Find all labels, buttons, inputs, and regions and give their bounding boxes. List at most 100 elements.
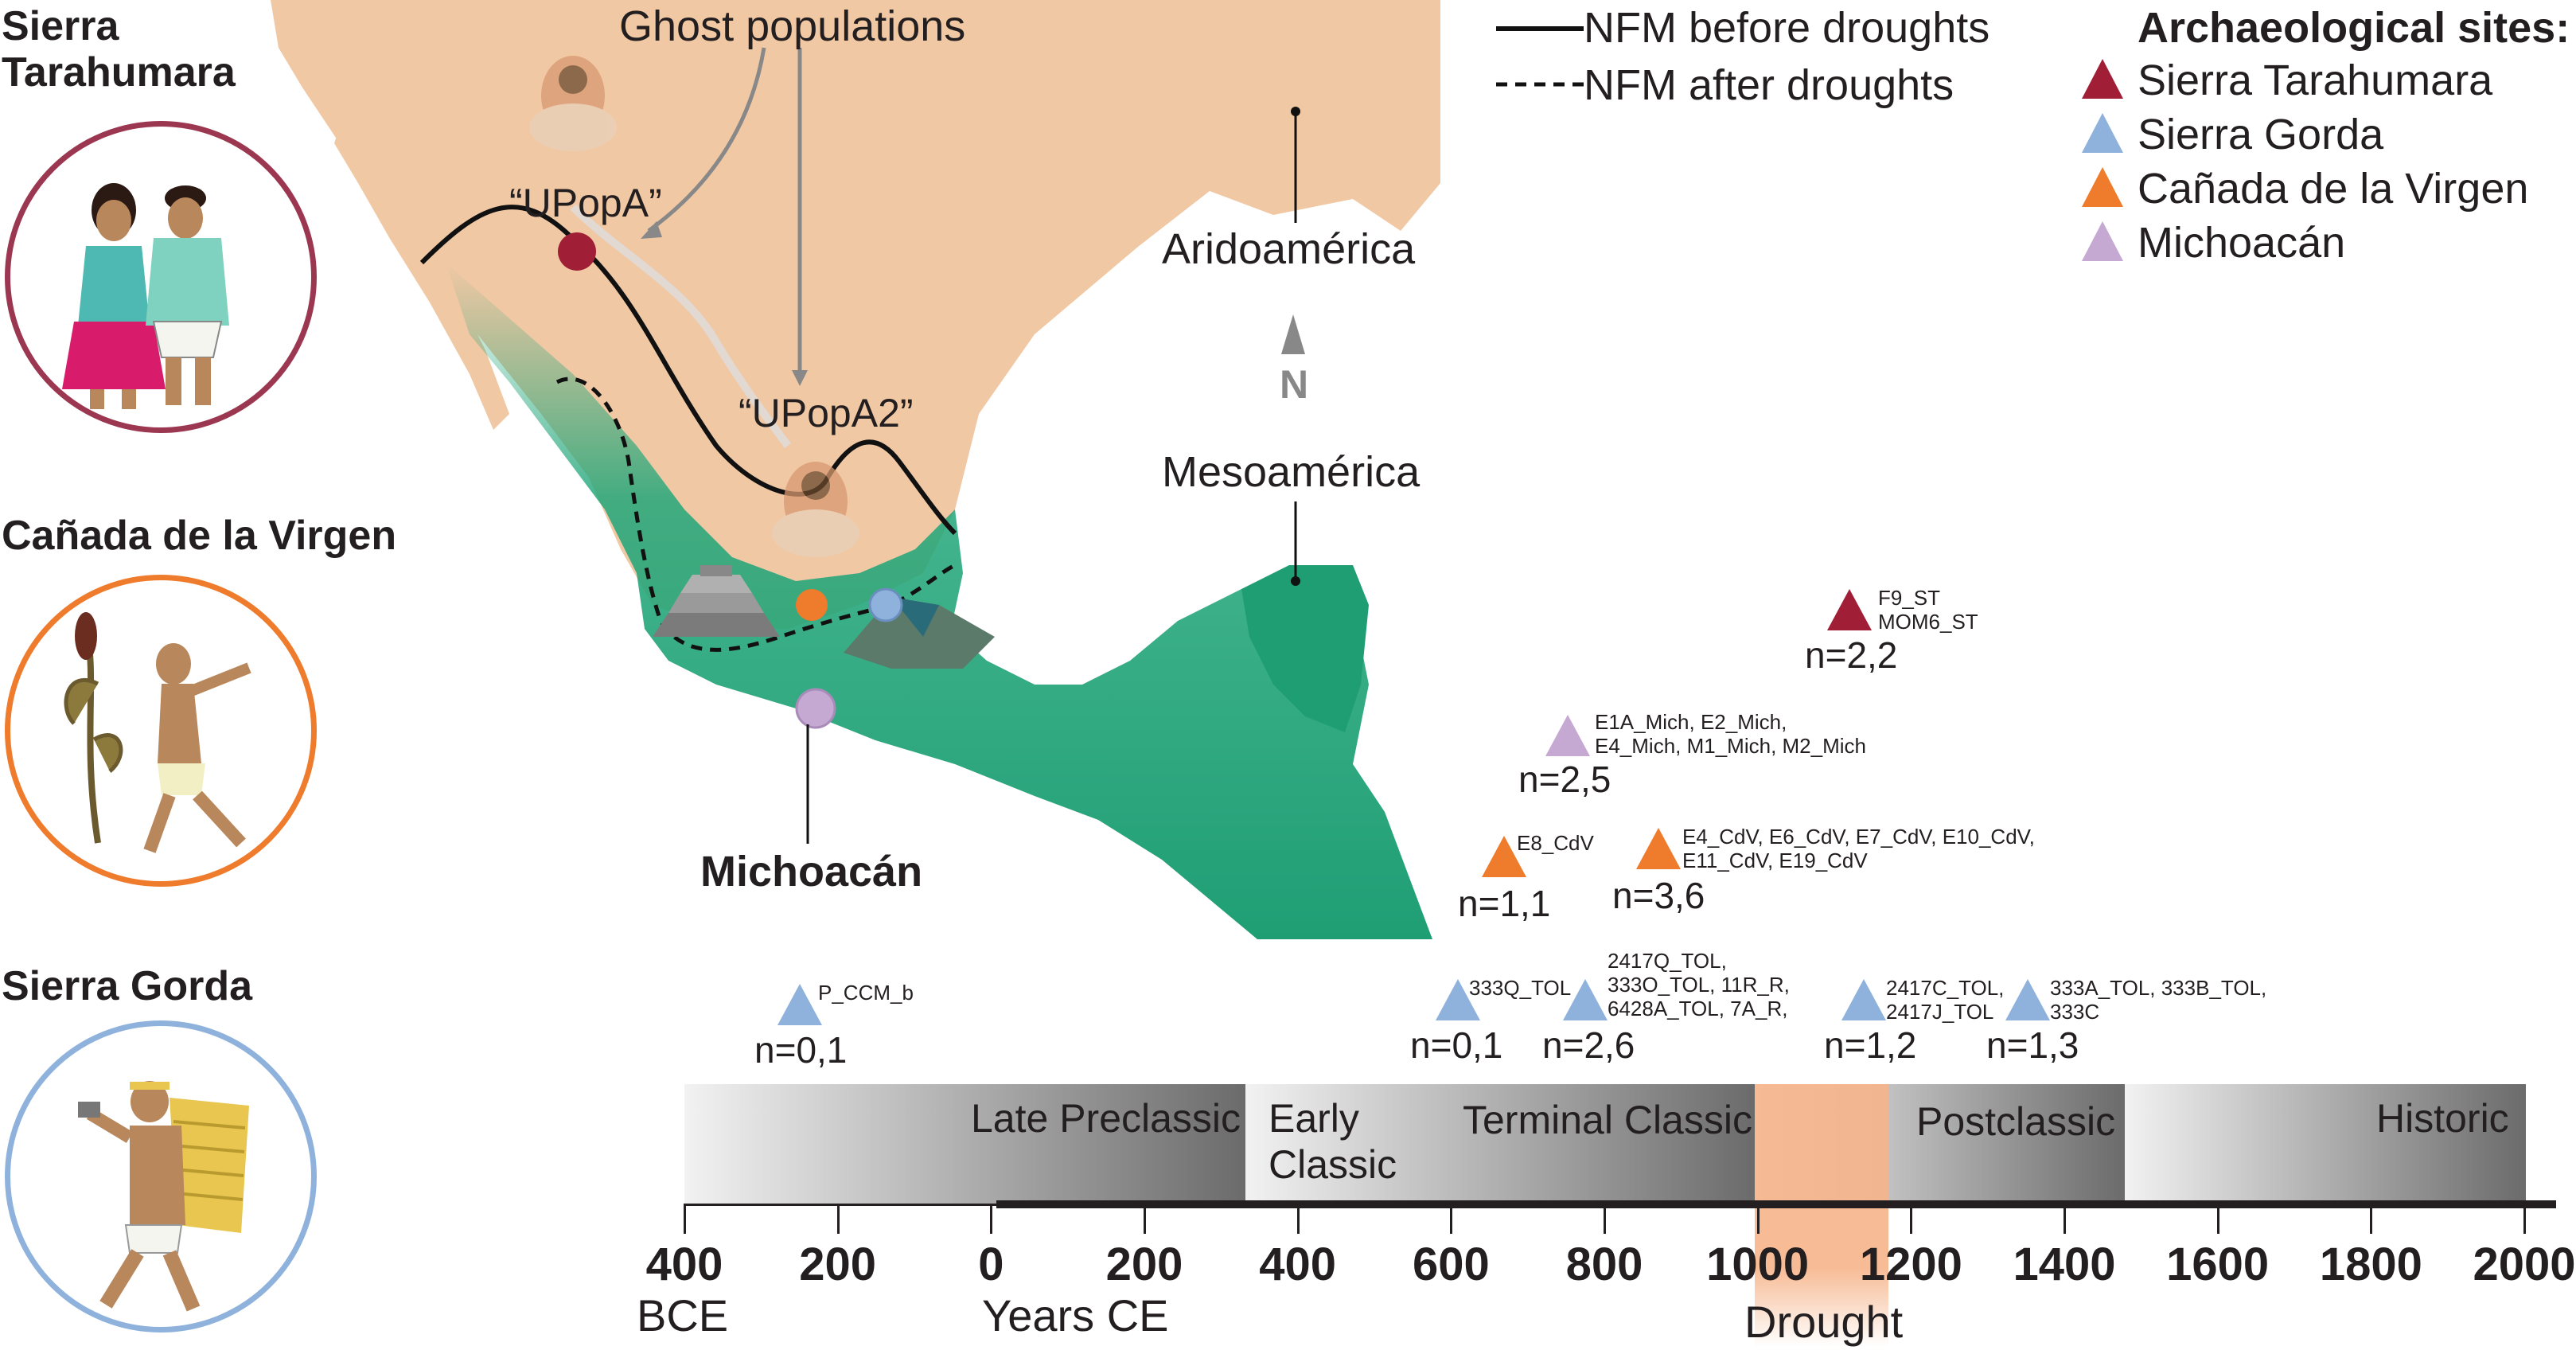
aridoamerica-landmass (271, 0, 1440, 629)
timeline-axis-bce (684, 1204, 996, 1206)
region-title-sierra-tarahumara: Sierra Tarahumara (2, 3, 236, 96)
ghost-arrow-1 (647, 47, 766, 233)
mesoamerica-green-region (446, 263, 1432, 939)
map-of-mexico (271, 0, 1440, 939)
ghost-arrow-2-head (792, 370, 808, 386)
sample-ids-tarahumara: F9_ST MOM6_ST (1878, 586, 1978, 634)
sample-n-sg-5: n=1,3 (1986, 1024, 2079, 1066)
sample-marker-sg-3 (1563, 979, 1608, 1020)
drought-band (1755, 1084, 1888, 1347)
north-label: N (1280, 362, 1309, 407)
sierra-gorda-site-dot (868, 587, 903, 622)
period-label-terminal-classic: Terminal Classic (1463, 1098, 1752, 1142)
legend-tri-canada-virgen (2082, 167, 2123, 207)
sample-ids-sg-2: 333Q_TOL (1469, 976, 1572, 1000)
timeline-tick (2216, 1204, 2219, 1234)
sample-ids-sg-5: 333A_TOL, 333B_TOL, 333C (2050, 976, 2267, 1024)
dna-strand (570, 204, 792, 448)
timeline-tick-label: 200 (1105, 1239, 1183, 1290)
sample-marker-sg-4 (1841, 979, 1886, 1020)
timeline-tick (1144, 1204, 1146, 1234)
timeline-tick-label: 800 (1565, 1239, 1643, 1290)
sample-marker-cdv-2 (1636, 828, 1681, 869)
sierra-gorda-illustration (5, 1020, 317, 1332)
region-title-sierra-gorda: Sierra Gorda (2, 963, 253, 1009)
timeline-tick (1910, 1204, 1913, 1234)
ghost-arrow-1-head (641, 221, 662, 239)
timeline-tick-label: 1800 (2319, 1239, 2422, 1290)
legend-tri-sierra-gorda (2082, 113, 2123, 153)
timeline-tick (1756, 1204, 1760, 1234)
michoacan-map-label: Michoacán (700, 848, 923, 895)
sample-ids-sg-3: 2417Q_TOL, 333O_TOL, 11R_R, 6428A_TOL, 7… (1608, 949, 1790, 1020)
sample-n-cdv-2: n=3,6 (1612, 875, 1705, 916)
sample-marker-michoacan (1545, 715, 1590, 756)
sample-ids-sg-1: P_CCM_b (818, 981, 914, 1005)
years-ce-label: Years CE (982, 1290, 1169, 1340)
timeline-tick (1296, 1204, 1300, 1234)
legend-nfm-after: NFM after droughts (1584, 61, 1954, 109)
canada-virgen-site-dot (796, 589, 828, 621)
sample-n-michoacan: n=2,5 (1518, 759, 1611, 800)
upopa-figure-icon (529, 56, 617, 151)
timeline-tick-label: 600 (1412, 1239, 1490, 1290)
mesoamerica-label: Mesoamérica (1162, 448, 1421, 496)
timeline-tick-label: 2000 (2473, 1239, 2576, 1290)
timeline-tick (2523, 1204, 2526, 1234)
sample-n-sg-2: n=0,1 (1410, 1024, 1503, 1066)
yucatan-peninsula (1241, 565, 1369, 732)
basket-carrier-icon (78, 1081, 249, 1312)
sample-n-cdv-1: n=1,1 (1458, 883, 1551, 924)
timeline-tick (2370, 1204, 2373, 1234)
legend-site-markers (2082, 59, 2123, 261)
period-label-postclassic: Postclassic (1916, 1099, 2116, 1144)
sample-ids-cdv-2: E4_CdV, E6_CdV, E7_CdV, E10_CdV, E11_CdV… (1682, 825, 2035, 872)
upopa2-figure-icon (772, 462, 859, 557)
michoacan-site-dot (795, 688, 836, 729)
timeline-tick-label: 1600 (2166, 1239, 2270, 1290)
canada-virgen-illustration (5, 575, 317, 887)
upopa2-label: “UPopA2” (739, 391, 914, 435)
timeline-tick-label: 400 (1259, 1239, 1337, 1290)
legend-nfm-before: NFM before droughts (1584, 4, 1990, 52)
pyramid-icon (653, 565, 780, 637)
sample-marker-sg-2 (1436, 979, 1480, 1020)
nfm-before-droughts-line (419, 205, 957, 536)
legend-sites-title: Archaeological sites: (2138, 4, 2570, 52)
timeline-axis-ce (996, 1200, 2556, 1208)
sample-n-sg-1: n=0,1 (754, 1029, 848, 1071)
period-label-historic: Historic (2376, 1096, 2509, 1141)
timeline-tick (1450, 1204, 1453, 1234)
legend-line-samples (1496, 26, 1584, 87)
period-label-late-preclassic: Late Preclassic (971, 1096, 1241, 1141)
sample-n-tarahumara: n=2,2 (1805, 634, 1898, 676)
timeline-tick-label: 0 (978, 1239, 1004, 1290)
timeline-tick-label: 1400 (2013, 1239, 2116, 1290)
legend-tri-michoacan (2082, 221, 2123, 261)
legend-site-sierra-tarahumara: Sierra Tarahumara (2138, 57, 2493, 104)
baja-california (334, 119, 509, 430)
timeline-tick-label: 1000 (1706, 1239, 1810, 1290)
maize-farmer-icon (64, 612, 251, 853)
ghost-populations-label: Ghost populations (619, 2, 966, 50)
timeline-tick (1604, 1204, 1606, 1234)
sample-marker-cdv-1 (1482, 836, 1526, 877)
sample-ids-michoacan: E1A_Mich, E2_Mich, E4_Mich, M1_Mich, M2_… (1595, 710, 1866, 758)
sample-n-sg-3: n=2,6 (1542, 1024, 1635, 1066)
legend-tri-sierra-tarahumara (2082, 59, 2123, 99)
legend-site-michoacan: Michoacán (2138, 219, 2346, 267)
sample-n-sg-4: n=1,2 (1824, 1024, 1917, 1066)
legend-site-sierra-gorda: Sierra Gorda (2138, 111, 2384, 158)
sample-ids-cdv-1: E8_CdV (1517, 831, 1594, 855)
sample-marker-tarahumara (1827, 589, 1872, 630)
sample-marker-sg-5 (2005, 979, 2050, 1020)
sierra-tarahumara-illustration (5, 121, 317, 433)
period-label-early-classic: Early Classic (1269, 1096, 1397, 1187)
timeline-tick (684, 1204, 686, 1234)
sierra-tarahumara-site-dot (558, 232, 596, 271)
tarahumara-couple-icon (62, 183, 229, 409)
region-title-canada-virgen: Cañada de la Virgen (2, 513, 397, 559)
timeline-tick-label: 1200 (1859, 1239, 1962, 1290)
nfm-after-droughts-line (555, 377, 957, 652)
drought-label: Drought (1744, 1297, 1904, 1347)
